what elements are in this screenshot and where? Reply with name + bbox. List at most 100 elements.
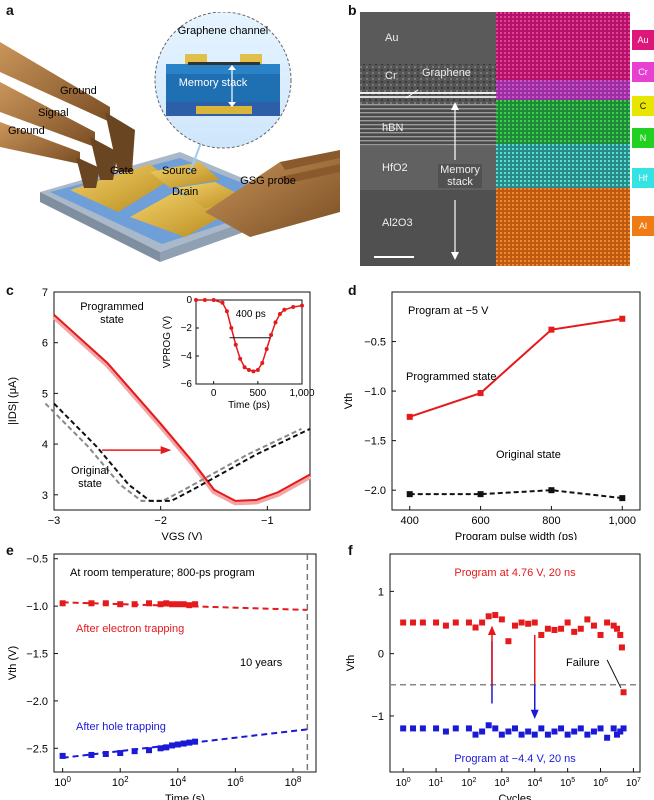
data-point-0 (400, 619, 407, 626)
data-point-0 (531, 619, 538, 626)
y-tick-label: −2.0 (26, 696, 48, 708)
x-axis-label: Program pulse width (ps) (455, 531, 577, 540)
data-point-1 (146, 747, 153, 754)
y-axis-label: Vth (V) (7, 646, 19, 680)
hole-trapping-annotation: After hole trapping (76, 721, 166, 733)
series-line-0 (409, 317, 623, 418)
electron-trapping-annotation: After electron trapping (76, 623, 184, 635)
inset-point (273, 320, 278, 325)
inset-point (238, 356, 243, 361)
data-point-1 (452, 725, 459, 732)
programmed-annotation: Programmed state (406, 371, 496, 383)
x-tick-exp: 0 (67, 775, 72, 784)
gsg-probe-label: GSG probe (240, 175, 296, 187)
x-tick-exp: 4 (182, 775, 187, 784)
x-tick-label: −3 (48, 515, 61, 527)
data-point-0 (146, 600, 153, 607)
inset-y-tick: −6 (181, 379, 193, 390)
data-point-1 (59, 752, 66, 759)
data-point-1 (406, 491, 413, 498)
inset-y-tick: −4 (181, 351, 193, 362)
panel-label-d: d (348, 282, 357, 298)
memory-stack-label: Memory stack (179, 77, 248, 89)
data-point-0 (117, 601, 124, 608)
data-point-1 (610, 725, 617, 732)
x-tick-label: 800 (542, 515, 560, 527)
data-point-0 (558, 625, 565, 632)
data-point-0 (564, 619, 571, 626)
inset-point (264, 347, 269, 351)
y-tick-label: 7 (42, 287, 48, 299)
layer-al2o3-label: Al2O3 (382, 217, 413, 229)
y-tick-label: 1 (378, 586, 384, 598)
inset-x-label: Time (ps) (228, 400, 270, 411)
data-point-0 (485, 613, 492, 620)
x-tick-label: 600 (471, 515, 489, 527)
cross-section-inset (154, 12, 292, 149)
data-point-0 (186, 602, 193, 609)
data-point-1 (180, 740, 187, 747)
x-tick-exp: 2 (473, 777, 477, 784)
data-point-0 (131, 601, 138, 608)
data-point-1 (131, 748, 138, 755)
inset-x-tick: 500 (249, 388, 266, 399)
data-point-1 (558, 725, 565, 732)
layer-au-label: Au (385, 32, 399, 44)
panel-label-f: f (348, 542, 353, 558)
x-tick-label: 104 (527, 777, 542, 789)
inset-y-tick: −2 (181, 323, 193, 334)
data-point-0 (518, 619, 525, 626)
data-point-1 (531, 731, 538, 738)
panel-label-e: e (6, 542, 14, 558)
data-point-1 (571, 728, 578, 735)
y-tick-label: −0.5 (26, 554, 48, 566)
left-probe (0, 42, 135, 188)
data-point-1 (102, 750, 109, 757)
memory-stack-tem-label: Memory stack (438, 164, 482, 188)
y-tick-label: −0.5 (364, 337, 386, 349)
data-point-0 (419, 619, 426, 626)
y-tick-label: −1.5 (364, 436, 386, 448)
graphene-channel-label: Graphene channel (178, 25, 269, 37)
data-point-0 (410, 619, 417, 626)
x-axis-label: Time (s) (165, 793, 205, 800)
x-tick-exp: 1 (440, 777, 444, 784)
program-annotation: Program at −5 V (408, 305, 489, 317)
y-tick-label: −2.5 (26, 743, 48, 755)
data-point-0 (584, 616, 591, 623)
programmed-shadow-line (52, 314, 312, 506)
plot-frame (389, 553, 641, 773)
data-point-1 (472, 731, 479, 738)
data-point-1 (538, 725, 545, 732)
inset-point (282, 307, 287, 312)
data-point-0 (613, 625, 620, 632)
data-point-0 (618, 644, 625, 651)
data-point-1 (492, 725, 499, 732)
plot-frame (53, 291, 311, 511)
data-point-0 (442, 622, 449, 629)
data-point-1 (613, 731, 620, 738)
data-point-0 (551, 626, 558, 633)
inset-point (291, 305, 296, 309)
x-tick-label: 100 (54, 775, 71, 789)
inset-y-tick: 0 (186, 295, 192, 306)
data-point-0 (538, 631, 545, 638)
inset-point (247, 368, 251, 372)
data-point-0 (157, 601, 164, 608)
data-point-1 (169, 742, 176, 749)
gate-electrode (70, 164, 170, 212)
data-point-1 (617, 728, 624, 735)
x-tick-exp: 6 (604, 777, 608, 784)
data-point-0 (174, 601, 181, 608)
inset-point (242, 365, 247, 370)
inset-point (251, 369, 256, 374)
y-axis-label: |IDS| (μA) (7, 377, 19, 425)
panel-label-b: b (348, 2, 357, 18)
y-tick-label: 6 (42, 338, 48, 350)
data-point-1 (88, 751, 95, 758)
tem-panel: Au Cr hBN HfO2 Al2O3 Graphene Memory sta… (360, 12, 654, 266)
data-point-1 (498, 731, 505, 738)
erase-arrow-head (530, 709, 539, 720)
plot-frame (391, 291, 641, 511)
ground-bottom-label: Ground (8, 125, 45, 137)
